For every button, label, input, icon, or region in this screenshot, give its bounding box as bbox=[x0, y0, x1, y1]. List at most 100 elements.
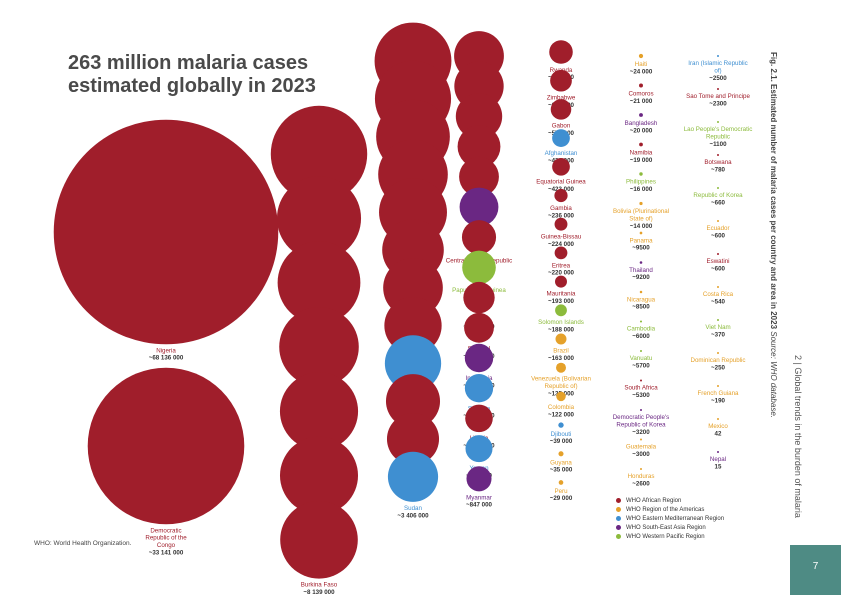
case-label-guyana: ~35 000 bbox=[550, 467, 573, 474]
country-name-guinea-bissau: Guinea-Bissau bbox=[541, 234, 582, 241]
bubble-south-sudan bbox=[455, 93, 503, 140]
case-label-djibouti: ~39 000 bbox=[550, 438, 573, 445]
country-name-nicaragua: Nicaragua bbox=[627, 296, 656, 303]
case-label-philippines: ~16 000 bbox=[630, 186, 653, 193]
country-name-democratic-republic-of-the-congo: Democratic bbox=[150, 527, 181, 534]
bubble-philippines bbox=[639, 172, 643, 176]
country-name-venezuela-bolivarian-republic-of: Venezuela (Bolivarian bbox=[531, 376, 591, 383]
country-name-thailand: Thailand bbox=[629, 267, 653, 274]
country-name-democratic-people-s-republic-of-korea-line2: Republic of Korea bbox=[616, 421, 666, 428]
legend-label: WHO South-East Asia Region bbox=[626, 524, 706, 531]
country-name-democratic-republic-of-the-congo-line3: Congo bbox=[157, 542, 176, 549]
figure-caption: Fig. 2.1. Estimated number of malaria ca… bbox=[769, 52, 778, 542]
bubble-eswatini bbox=[717, 253, 719, 255]
case-label-south-africa: ~5300 bbox=[632, 392, 650, 399]
legend-swatch bbox=[616, 534, 621, 539]
country-name-mauritania: Mauritania bbox=[547, 291, 576, 298]
legend-label: WHO African Region bbox=[626, 497, 682, 504]
bubble-central-african-republic bbox=[461, 220, 497, 255]
case-label-brazil: ~163 000 bbox=[548, 355, 575, 362]
legend-item: WHO African Region bbox=[616, 496, 724, 505]
bubble-venezuela-bolivarian-republic-of bbox=[556, 362, 566, 373]
bubble-chad bbox=[385, 374, 441, 429]
bubble-mozambique bbox=[277, 241, 361, 324]
bubble-india bbox=[459, 187, 499, 227]
legend-swatch bbox=[616, 525, 621, 530]
bubble-honduras bbox=[640, 468, 642, 470]
case-label-costa-rica: ~540 bbox=[711, 298, 725, 305]
case-label-eswatini: ~600 bbox=[711, 265, 725, 272]
country-name-eswatini: Eswatini bbox=[706, 258, 729, 265]
caption-source: WHO database. bbox=[769, 361, 778, 418]
bubble-angola bbox=[279, 372, 359, 451]
bubble-burkina-faso bbox=[280, 501, 358, 579]
country-name-guyana: Guyana bbox=[550, 459, 572, 466]
bubble-myanmar bbox=[466, 466, 492, 492]
legend-swatch bbox=[616, 516, 621, 521]
legend-swatch bbox=[616, 507, 621, 512]
legend-label: WHO Western Pacific Region bbox=[626, 533, 705, 540]
bubble-cambodia bbox=[639, 320, 643, 323]
country-name-dominican-republic: Dominican Republic bbox=[690, 357, 745, 364]
country-name-peru: Peru bbox=[554, 488, 568, 495]
bubble-botswana bbox=[717, 154, 719, 156]
bubble-colombia bbox=[556, 391, 566, 402]
page-tab: 7 bbox=[790, 545, 841, 595]
country-name-botswana: Botswana bbox=[704, 159, 732, 166]
bubble-french-guiana bbox=[717, 385, 719, 387]
case-label-french-guiana: ~190 bbox=[711, 397, 725, 404]
bubble-rwanda bbox=[549, 40, 573, 64]
country-name-haiti: Haiti bbox=[635, 61, 647, 68]
country-name-sao-tome-and-principe: Sao Tome and Principe bbox=[686, 93, 750, 100]
bubble-comoros bbox=[639, 83, 643, 88]
country-name-vanuatu: Vanuatu bbox=[630, 355, 653, 362]
bubble-senegal bbox=[464, 312, 494, 343]
case-label-bolivia-plurinational-state-of: ~14 000 bbox=[630, 223, 653, 230]
country-name-french-guiana: French Guiana bbox=[698, 390, 739, 397]
bubble-gambia bbox=[554, 188, 568, 203]
bubble-south-africa bbox=[640, 379, 642, 382]
country-name-lao-people-s-democratic-republic-line2: Republic bbox=[706, 133, 730, 140]
country-name-iran-islamic-republic-of-line2: of) bbox=[714, 67, 721, 74]
case-label-nicaragua: ~8500 bbox=[632, 304, 650, 311]
case-label-sudan: ~3 406 000 bbox=[397, 512, 429, 519]
caption-prefix: Fig. 2.1. bbox=[769, 52, 778, 82]
case-label-sao-tome-and-principe: ~2300 bbox=[709, 100, 727, 107]
country-name-venezuela-bolivarian-republic-of-line2: Republic of) bbox=[544, 383, 577, 390]
bubble-afghanistan bbox=[552, 129, 570, 147]
bubble-sao-tome-and-principe bbox=[717, 88, 719, 90]
legend-item: WHO South-East Asia Region bbox=[616, 523, 724, 532]
case-label-ecuador: ~600 bbox=[711, 232, 725, 239]
case-label-botswana: ~780 bbox=[711, 166, 725, 173]
bubble-panama bbox=[639, 231, 643, 235]
bubble-mali bbox=[279, 436, 359, 515]
country-name-honduras: Honduras bbox=[628, 473, 655, 480]
country-name-costa-rica: Costa Rica bbox=[703, 291, 734, 298]
country-name-sudan: Sudan bbox=[404, 505, 422, 512]
country-name-bangladesh: Bangladesh bbox=[625, 120, 658, 127]
country-name-south-africa: South Africa bbox=[624, 385, 658, 392]
legend-item: WHO Western Pacific Region bbox=[616, 532, 724, 541]
country-name-equatorial-guinea: Equatorial Guinea bbox=[536, 179, 586, 186]
country-name-djibouti: Djibouti bbox=[551, 431, 572, 438]
country-name-eritrea: Eritrea bbox=[552, 262, 571, 269]
country-name-viet-nam: Viet Nam bbox=[705, 324, 730, 331]
case-label-eritrea: ~220 000 bbox=[548, 270, 575, 277]
legend-swatch bbox=[616, 498, 621, 503]
case-label-comoros: ~21 000 bbox=[630, 98, 653, 105]
bubble-lao-people-s-democratic-republic bbox=[717, 121, 719, 123]
footnote: WHO: World Health Organization. bbox=[34, 540, 132, 547]
country-name-republic-of-korea: Republic of Korea bbox=[693, 192, 743, 199]
case-label-bangladesh: ~20 000 bbox=[630, 127, 653, 134]
case-label-gambia: ~236 000 bbox=[548, 213, 575, 220]
case-label-mauritania: ~193 000 bbox=[548, 298, 575, 305]
case-label-peru: ~29 000 bbox=[550, 495, 573, 502]
bubble-liberia bbox=[465, 404, 493, 433]
bubble-dominican-republic bbox=[717, 352, 719, 354]
bubble-bangladesh bbox=[639, 113, 643, 117]
case-label-iran-islamic-republic-of: ~2500 bbox=[709, 75, 727, 82]
country-name-iran-islamic-republic-of: Iran (Islamic Republic bbox=[688, 60, 748, 67]
case-label-viet-nam: ~370 bbox=[711, 331, 725, 338]
case-label-guatemala: ~3000 bbox=[632, 451, 650, 458]
